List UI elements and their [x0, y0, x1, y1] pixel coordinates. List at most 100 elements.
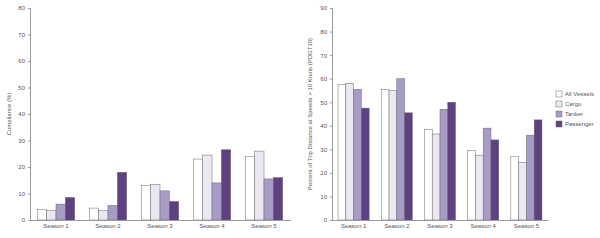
bar [491, 140, 499, 220]
tick-label: 0 [22, 217, 26, 223]
tick-label: 90 [320, 5, 327, 11]
bar [245, 156, 254, 220]
tick: Season 4 [471, 220, 497, 229]
tick-mark [330, 196, 332, 197]
tick-label: Season 2 [384, 223, 410, 229]
axis-line [28, 9, 31, 221]
tick: Season 5 [514, 220, 540, 229]
axis-line [31, 220, 291, 221]
bar [361, 108, 369, 220]
tick-label: 40 [18, 111, 25, 117]
tick-mark [28, 194, 30, 195]
x-axis: Season 1 Season 2 Season 3 Season 4 Season 5 [333, 220, 549, 229]
tick-mark [28, 141, 30, 142]
tick-label: 60 [18, 58, 25, 64]
bar [273, 178, 282, 220]
tick: 70 [320, 53, 332, 59]
tick-label: 10 [18, 191, 25, 197]
tick: 30 [18, 138, 30, 144]
bar [389, 90, 397, 220]
tick-mark [330, 55, 332, 56]
tick-label: 30 [320, 147, 327, 153]
tick-label: 50 [320, 100, 327, 106]
tick: 20 [320, 170, 332, 176]
tick-label: 70 [320, 53, 327, 59]
tick-mark [28, 8, 30, 9]
tick-mark [330, 102, 332, 103]
bar [160, 191, 169, 220]
tick: 0 [324, 217, 332, 223]
bar [534, 120, 542, 220]
tick-mark [330, 220, 332, 221]
tick: Season 1 [43, 220, 69, 229]
bars [37, 150, 282, 220]
legend-label: Cargo [565, 101, 582, 107]
bar [99, 211, 108, 220]
bar [56, 204, 65, 220]
tick-label: Season 5 [251, 223, 277, 229]
tick-label: Season 3 [427, 223, 453, 229]
bar [203, 155, 212, 220]
tick-label: Season 1 [43, 223, 69, 229]
y-axis: 0102030405060708090 [320, 5, 332, 223]
tick: Season 1 [341, 220, 367, 229]
bar [151, 184, 160, 220]
figure: 01020304050607080Season 1Season 2Season … [0, 0, 600, 238]
bar [511, 156, 519, 220]
tick: 70 [18, 32, 30, 38]
bar [193, 159, 202, 220]
legend-item: Cargo [556, 101, 582, 107]
tick: 10 [18, 191, 30, 197]
tick-label: Season 4 [199, 223, 225, 229]
y-axis-title: Compliance (%) [6, 93, 12, 136]
tick: 30 [320, 147, 332, 153]
bar [405, 113, 413, 220]
bar [338, 85, 346, 220]
legend-label: Passenger [565, 121, 594, 127]
bar [89, 208, 98, 220]
tick-mark [330, 126, 332, 127]
legend-swatch [556, 91, 562, 97]
bar [108, 205, 117, 220]
tick-label: 20 [18, 164, 25, 170]
bar [483, 128, 491, 220]
tick: Season 3 [427, 220, 453, 229]
bar [346, 83, 354, 220]
tick-label: 80 [18, 5, 25, 11]
tick-label: 40 [320, 123, 327, 129]
legend-label: Tanker [565, 111, 583, 117]
bar [448, 102, 456, 220]
tick-mark [330, 173, 332, 174]
bar [381, 89, 389, 220]
legend: All Vessels Cargo Tanker Passenger [556, 91, 594, 127]
bar [47, 211, 56, 220]
bar [475, 155, 483, 220]
bar [264, 179, 273, 220]
tick: 50 [18, 85, 30, 91]
tick-mark [330, 32, 332, 33]
bar [468, 151, 476, 220]
legend-item: Passenger [556, 121, 594, 127]
bar [526, 135, 534, 220]
tick: Season 2 [95, 220, 121, 229]
tick: Season 3 [147, 220, 173, 229]
bar [221, 150, 230, 220]
bar [397, 79, 405, 220]
tick: 60 [18, 58, 30, 64]
tick-label: 0 [324, 217, 328, 223]
tick-mark [28, 220, 30, 221]
tick-mark [28, 167, 30, 168]
legend-swatch [556, 101, 562, 107]
tick: Season 2 [384, 220, 410, 229]
tick-label: Season 2 [95, 223, 121, 229]
tick-mark [28, 61, 30, 62]
tick: 40 [18, 111, 30, 117]
bar [440, 109, 448, 220]
tick-mark [28, 114, 30, 115]
tick-mark [330, 79, 332, 80]
chart: 0 10 20 30 40 50 60 70 80 Season 1 Season 2 Season … [6, 5, 291, 229]
tick: Season 5 [251, 220, 277, 229]
tick: 60 [320, 76, 332, 82]
tick: 40 [320, 123, 332, 129]
legend-label: All Vessels [565, 91, 594, 97]
